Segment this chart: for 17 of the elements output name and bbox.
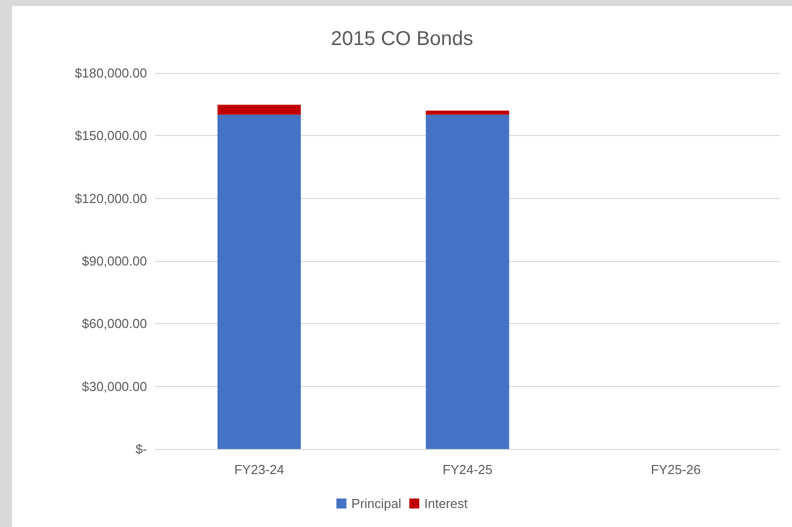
y-tick-label: $90,000.00 [82,254,147,268]
bar [218,114,301,449]
y-tick-label: $180,000.00 [74,66,147,80]
bar [426,114,510,449]
y-tick-label: $60,000.00 [82,316,147,332]
x-tick-label: FY23-24 [234,462,284,477]
x-tick-label: FY24-25 [442,462,492,477]
x-tick-label: FY25-26 [650,462,701,477]
y-tick-label: $- [135,442,147,456]
bar [218,104,301,115]
y-tick-label: $30,000.00 [82,378,147,394]
y-tick-label: $120,000.00 [74,190,147,206]
chart-title: 2015 CO Bonds [330,28,474,50]
y-tick-label: $150,000.00 [74,128,147,144]
legend-label: Principal [351,496,402,511]
bar [426,110,510,115]
legend-label: Interest [424,496,468,511]
